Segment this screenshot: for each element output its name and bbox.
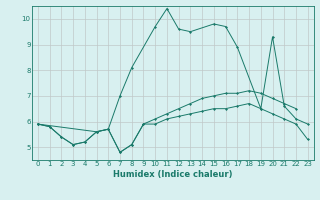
X-axis label: Humidex (Indice chaleur): Humidex (Indice chaleur): [113, 170, 233, 179]
